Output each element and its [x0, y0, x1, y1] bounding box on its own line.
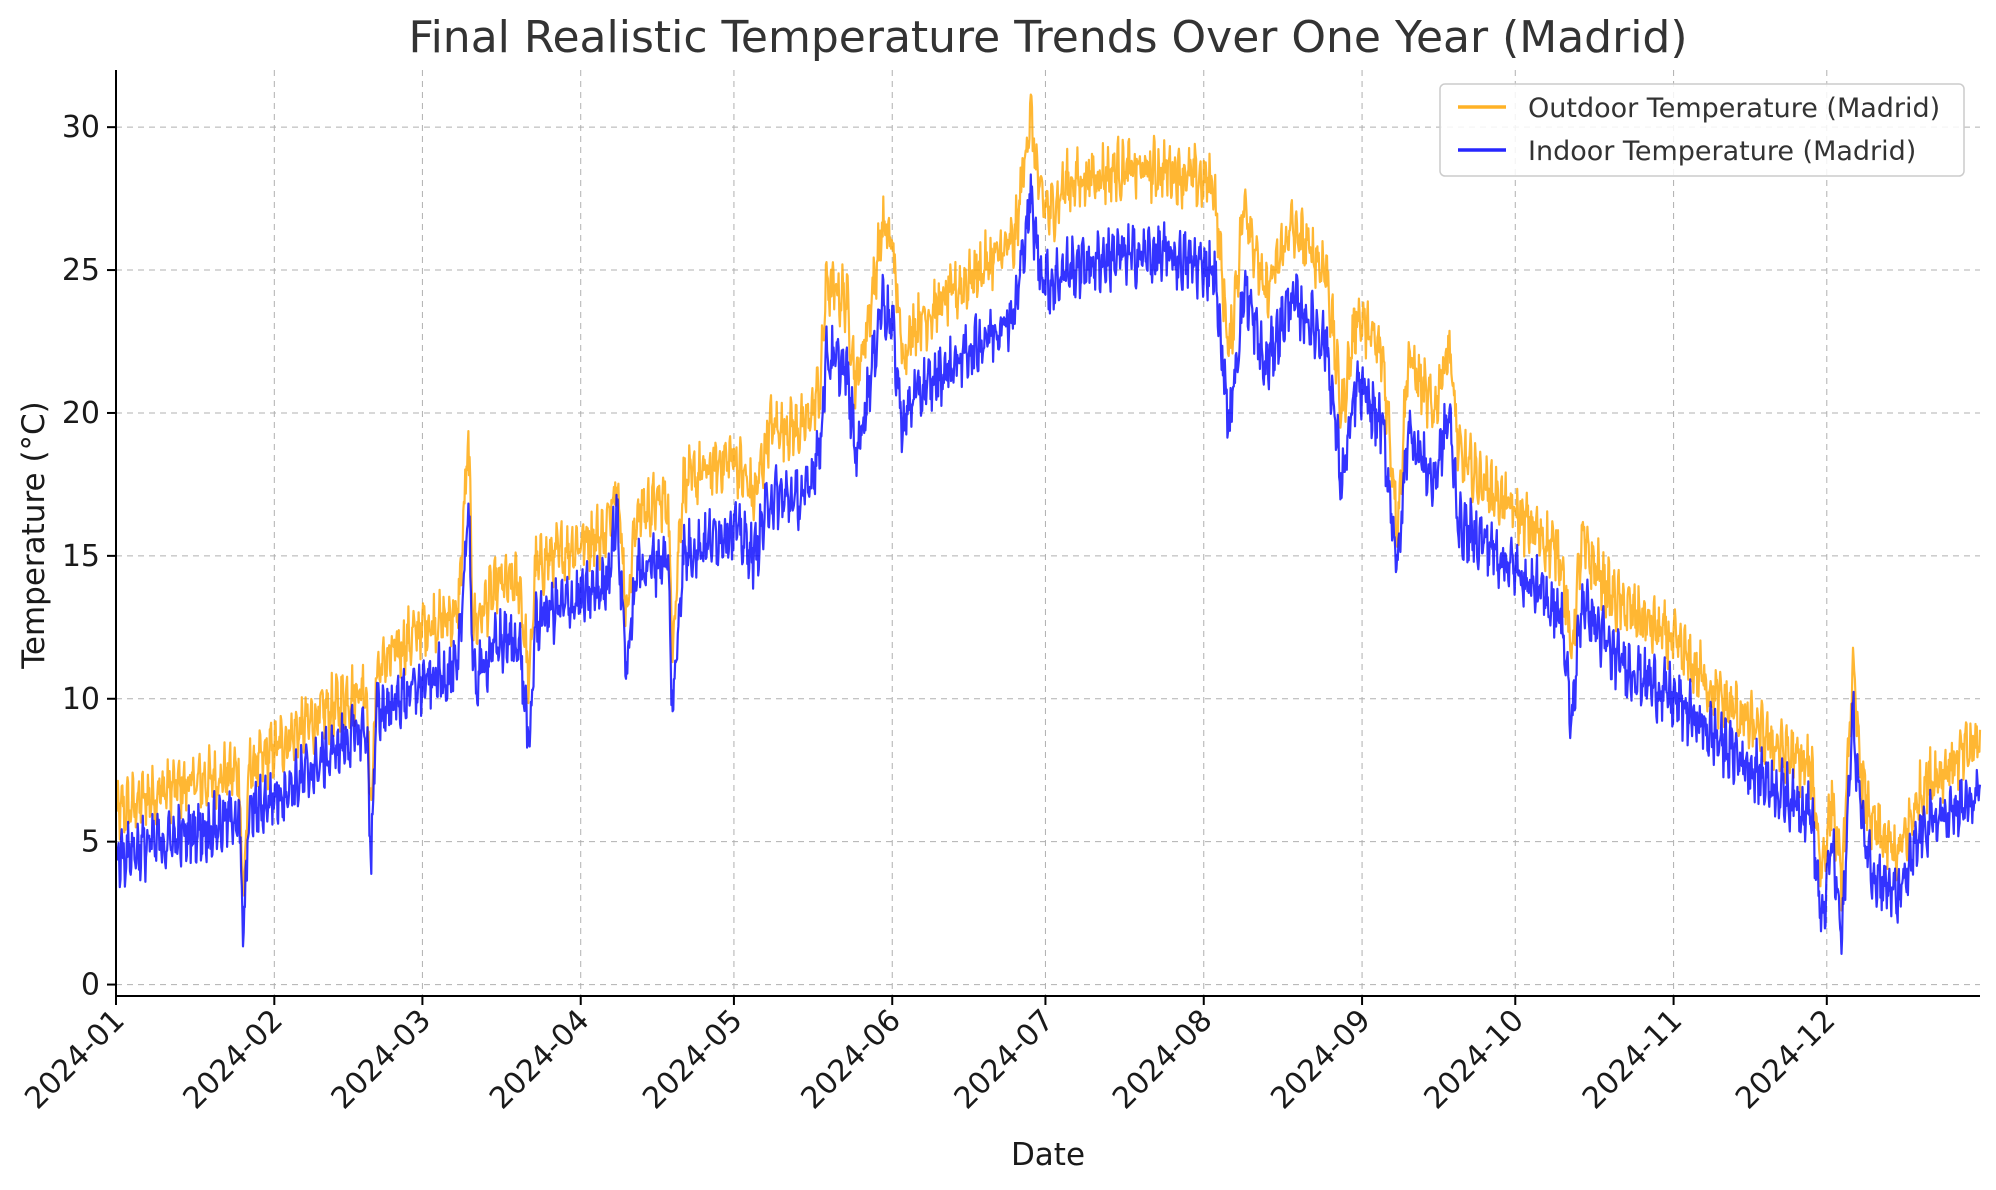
chart-title: Final Realistic Temperature Trends Over … — [408, 12, 1687, 63]
legend: Outdoor Temperature (Madrid) Indoor Temp… — [1439, 83, 1965, 177]
y-tick-label: 0 — [81, 968, 100, 1003]
y-tick-label: 30 — [62, 110, 100, 145]
indoor-temperature-line — [114, 173, 1982, 955]
y-axis-title: Temperature (°C) — [16, 401, 52, 670]
x-axis-title: Date — [1011, 1137, 1085, 1173]
y-tick-label: 10 — [62, 682, 100, 717]
legend-box — [1439, 83, 1965, 177]
outdoor-temperature-line — [114, 93, 1982, 912]
y-tick-label: 25 — [62, 253, 100, 288]
y-ticks: 0 5 10 15 20 25 30 — [62, 110, 116, 1003]
series-layer — [114, 93, 1982, 955]
y-tick-label: 20 — [62, 396, 100, 431]
legend-label-outdoor: Outdoor Temperature (Madrid) — [1528, 93, 1940, 124]
legend-label-indoor: Indoor Temperature (Madrid) — [1528, 136, 1916, 167]
y-tick-label: 5 — [81, 825, 100, 860]
y-tick-label: 15 — [62, 539, 100, 574]
